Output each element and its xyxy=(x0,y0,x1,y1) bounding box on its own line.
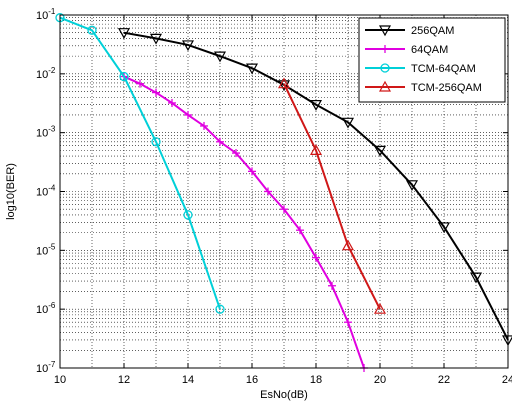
legend-label: TCM-64QAM xyxy=(411,63,476,75)
y-tick-label: 10-3 xyxy=(36,125,56,140)
data-point-tcm-256qam xyxy=(309,144,323,155)
series-layer xyxy=(55,13,512,372)
legend-label: 256QAM xyxy=(411,25,454,37)
y-tick-label: 10-4 xyxy=(36,184,56,199)
y-axis-title: log10(BER) xyxy=(5,163,17,220)
data-point-256qam xyxy=(149,33,163,45)
data-point-256qam xyxy=(277,80,291,92)
x-axis-title: EsNo(dB) xyxy=(260,389,308,401)
legend-marker xyxy=(378,25,392,37)
legend-entry-tcm-64qam: TCM-64QAM xyxy=(365,63,476,75)
series-line-256qam xyxy=(123,31,509,341)
data-point-256qam xyxy=(213,51,227,63)
data-point-64qam xyxy=(328,281,336,290)
legend-entry-256qam: 256QAM xyxy=(365,25,454,37)
data-point-64qam xyxy=(152,88,160,97)
series-line-64qam xyxy=(123,75,365,369)
data-point-64qam xyxy=(168,98,176,107)
legend-marker xyxy=(381,45,389,53)
series-line-tcm-256qam xyxy=(283,83,381,310)
x-tick-label: 10 xyxy=(54,374,66,386)
data-point-256qam xyxy=(245,63,259,75)
x-tick-label: 14 xyxy=(182,374,194,386)
data-point-tcm-64qam xyxy=(183,210,193,220)
data-point-256qam xyxy=(309,99,323,111)
y-tick-label: 10-6 xyxy=(36,301,56,316)
data-point-tcm-64qam xyxy=(87,25,97,35)
x-tick-label: 22 xyxy=(438,374,450,386)
y-tick-label: 10-2 xyxy=(36,66,56,81)
x-tick-label: 12 xyxy=(118,374,130,386)
data-point-256qam xyxy=(181,40,195,52)
x-tick-label: 18 xyxy=(310,374,322,386)
legend: 256QAM 64QAM TCM-64QAM TCM-256QAM xyxy=(358,17,506,103)
data-point-256qam xyxy=(437,222,451,234)
data-point-tcm-256qam xyxy=(373,302,387,314)
data-point-64qam xyxy=(312,253,320,262)
data-point-64qam xyxy=(200,121,208,130)
data-point-tcm-64qam xyxy=(119,71,129,82)
data-point-256qam xyxy=(117,28,131,39)
legend-label: 64QAM xyxy=(411,44,448,56)
data-point-64qam xyxy=(264,187,272,196)
series-tcm-64qam xyxy=(55,13,225,314)
legend-marker xyxy=(380,63,390,73)
data-point-64qam xyxy=(296,226,304,235)
data-point-tcm-256qam xyxy=(277,77,291,89)
data-point-64qam xyxy=(344,318,352,327)
legend-entry-64qam: 64QAM xyxy=(365,44,448,56)
data-point-256qam xyxy=(373,145,387,157)
y-tick-label: 10-1 xyxy=(36,7,56,22)
data-point-256qam xyxy=(341,117,355,129)
x-tick-label: 20 xyxy=(374,374,386,386)
y-tick-label: 10-7 xyxy=(36,360,56,375)
series-tcm-256qam xyxy=(277,77,387,314)
data-point-64qam xyxy=(184,110,192,119)
data-point-tcm-256qam xyxy=(341,239,355,251)
data-point-tcm-64qam xyxy=(151,137,161,147)
legend-marker xyxy=(378,80,392,92)
data-point-64qam xyxy=(232,149,240,158)
legend-entry-tcm-256qam: TCM-256QAM xyxy=(365,80,482,94)
data-point-tcm-64qam xyxy=(215,304,225,314)
y-tick-label: 10-5 xyxy=(36,242,56,257)
series-64qam xyxy=(120,72,368,372)
legend-label: TCM-256QAM xyxy=(411,82,482,94)
data-point-64qam xyxy=(280,205,288,214)
x-tick-label: 24 xyxy=(502,374,512,386)
data-point-256qam xyxy=(469,272,483,284)
data-point-64qam xyxy=(248,167,256,176)
data-point-256qam xyxy=(405,180,419,192)
axis-ticks: 10 12 14 16 18 20 22 24 10-1 10-2 10-3 10-4 10-5 10-6… xyxy=(36,7,512,386)
data-point-64qam xyxy=(136,79,144,88)
series-line-tcm-64qam xyxy=(59,16,221,310)
data-point-64qam xyxy=(216,137,224,146)
x-tick-label: 16 xyxy=(246,374,258,386)
